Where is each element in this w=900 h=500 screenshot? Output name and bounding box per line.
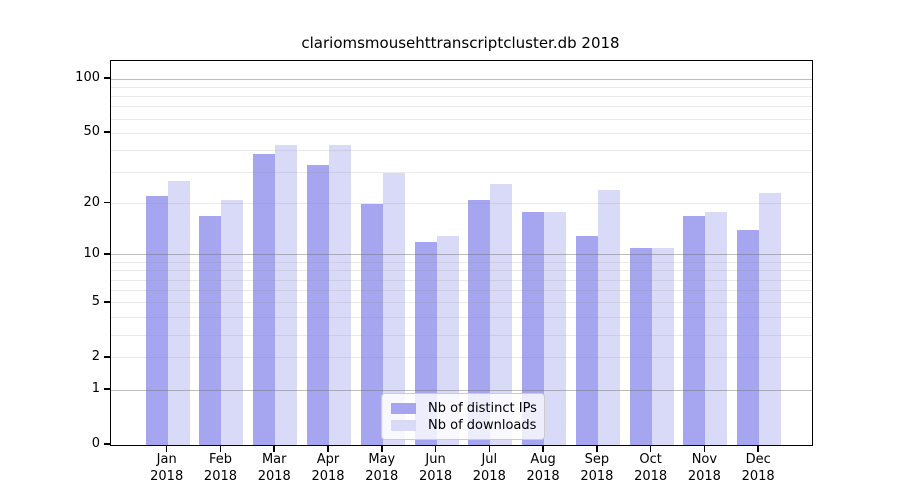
bar-apr-downloads (329, 144, 351, 445)
gridline-100 (111, 78, 812, 80)
x-tick-nov (703, 445, 706, 452)
y-label-20: 20 (83, 194, 100, 210)
bar-aug-distinct-ips (522, 211, 545, 445)
bar-nov-distinct-ips (683, 215, 706, 445)
y-tick-50 (104, 131, 110, 133)
bar-apr-distinct-ips (307, 165, 329, 445)
y-tick-10 (104, 253, 110, 255)
gridline-80 (111, 96, 812, 98)
bar-jun-downloads (436, 235, 459, 445)
bar-jan-distinct-ips (145, 196, 168, 445)
legend-swatch-distinct-ips (391, 402, 416, 414)
legend-item-distinct-ips: Nb of distinct IPs (391, 400, 537, 416)
gridline-90 (111, 86, 812, 88)
x-label-sep: Sep 2018 (580, 452, 614, 484)
bar-mar-distinct-ips (253, 154, 276, 445)
x-label-nov: Nov 2018 (687, 452, 721, 484)
legend: Nb of distinct IPs Nb of downloads (381, 393, 545, 440)
bar-may-distinct-ips (360, 203, 383, 445)
gridline-60 (111, 118, 812, 120)
bar-nov-downloads (705, 211, 728, 445)
x-tick-apr (327, 445, 329, 452)
bar-sep-distinct-ips (575, 235, 598, 445)
legend-swatch-downloads (391, 419, 416, 431)
x-label-aug: Aug 2018 (526, 452, 560, 484)
y-label-100: 100 (75, 70, 100, 86)
y-label-2: 2 (91, 348, 100, 364)
bar-feb-distinct-ips (199, 215, 222, 445)
y-label-10: 10 (83, 245, 100, 261)
gridline-50 (111, 132, 812, 134)
bar-may-downloads (382, 172, 405, 445)
bar-oct-distinct-ips (629, 247, 652, 445)
gridline-40 (111, 150, 812, 151)
x-label-mar: Mar 2018 (257, 452, 291, 484)
x-label-feb: Feb 2018 (203, 452, 238, 484)
y-label-1: 1 (91, 381, 100, 397)
bar-jul-distinct-ips (468, 199, 491, 445)
gridline-20 (111, 203, 812, 205)
plot-area (110, 60, 813, 446)
x-tick-feb (219, 445, 222, 452)
y-label-50: 50 (83, 124, 100, 140)
x-tick-sep (596, 445, 598, 452)
bar-mar-downloads (275, 144, 298, 445)
bar-sep-downloads (597, 189, 620, 445)
x-tick-may (381, 445, 383, 452)
x-label-dec: Dec 2018 (741, 452, 775, 484)
bar-feb-downloads (221, 199, 244, 445)
x-tick-jun (434, 445, 437, 452)
gridline-30 (111, 172, 812, 174)
y-tick-1 (104, 388, 110, 390)
x-tick-aug (542, 445, 544, 452)
x-tick-jan (165, 445, 168, 452)
x-tick-jul (488, 445, 491, 452)
x-tick-mar (273, 445, 275, 452)
y-tick-0 (104, 443, 110, 445)
y-tick-2 (104, 356, 110, 358)
x-label-jun: Jun 2018 (419, 452, 453, 484)
bar-oct-downloads (651, 247, 674, 445)
gridline-70 (111, 106, 812, 108)
y-label-5: 5 (91, 293, 100, 309)
legend-label-distinct-ips: Nb of distinct IPs (428, 400, 537, 416)
y-tick-100 (104, 77, 110, 79)
bar-dec-downloads (759, 192, 782, 445)
x-tick-oct (649, 445, 652, 452)
x-label-may: May 2018 (365, 452, 399, 484)
bar-dec-distinct-ips (737, 230, 760, 445)
x-tick-dec (757, 445, 759, 452)
bar-jul-downloads (490, 183, 513, 445)
x-label-jan: Jan 2018 (150, 452, 184, 484)
y-tick-5 (104, 301, 110, 303)
bar-aug-downloads (544, 211, 567, 445)
y-label-0: 0 (91, 436, 100, 451)
bar-jan-downloads (167, 180, 190, 445)
y-tick-20 (104, 201, 110, 204)
x-label-jul: Jul 2018 (472, 452, 506, 484)
chart-title: clariomsmousehttranscriptcluster.db 2018 (301, 34, 620, 52)
x-label-apr: Apr 2018 (311, 452, 345, 484)
x-label-oct: Oct 2018 (634, 452, 668, 484)
legend-label-downloads: Nb of downloads (428, 417, 537, 433)
legend-item-downloads: Nb of downloads (391, 417, 537, 433)
